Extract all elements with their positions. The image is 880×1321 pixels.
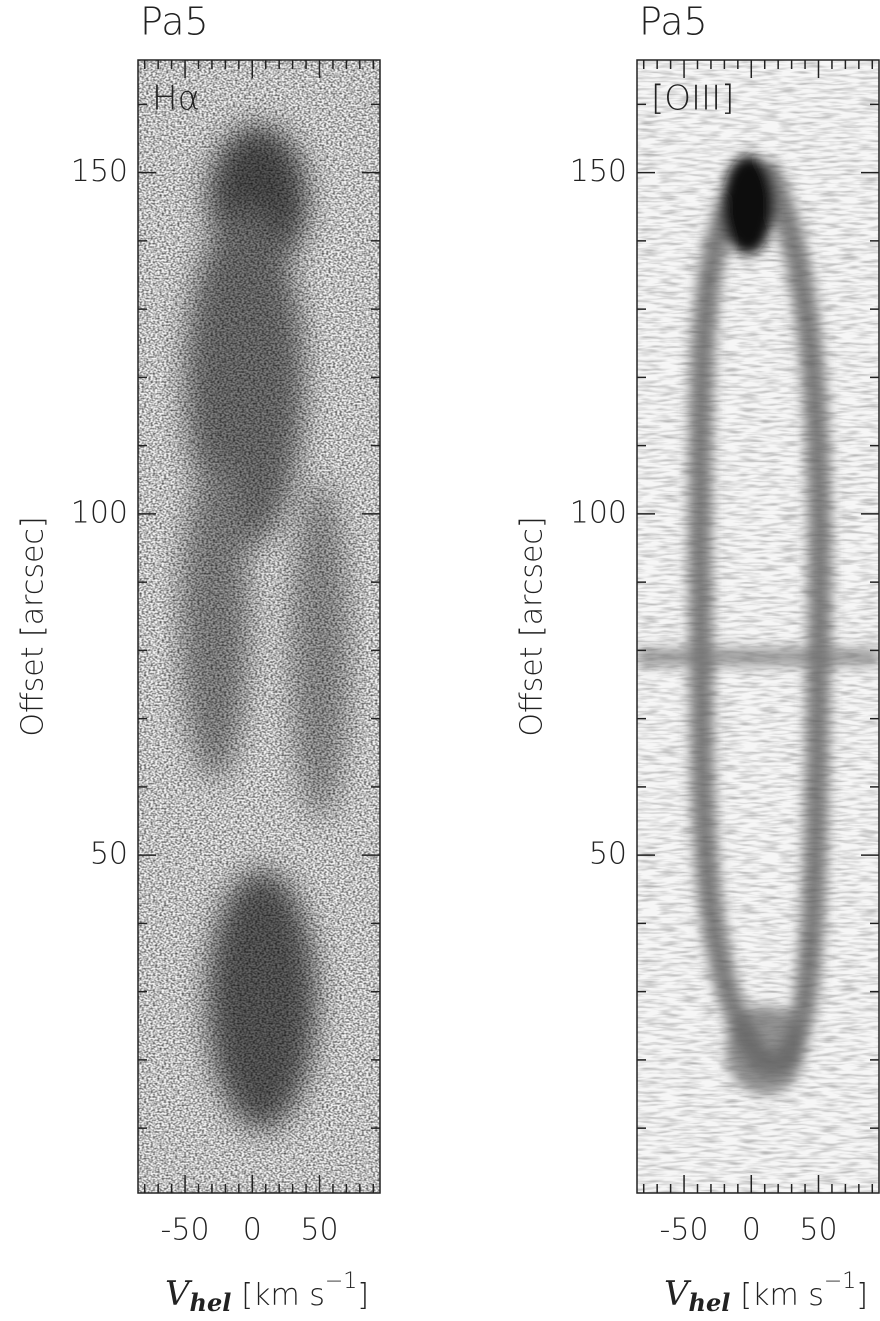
image-panel: [637, 60, 879, 1193]
chart-title: Pa5: [639, 0, 708, 44]
x-label-unit: [km s: [241, 1278, 324, 1313]
x-label-exponent: −1: [824, 1269, 856, 1294]
x-label-close: ]: [357, 1278, 369, 1313]
x-label-exponent: −1: [325, 1269, 357, 1294]
image-panel: [138, 60, 380, 1193]
y-tick-label: 100: [71, 495, 128, 530]
x-label-close: ]: [856, 1278, 868, 1313]
y-tick-label: 100: [570, 495, 627, 530]
x-tick-label: 0: [243, 1213, 262, 1248]
x-tick-label: -50: [161, 1213, 210, 1248]
y-axis-label: Offset [arcsec]: [16, 516, 51, 736]
annotation: [OIII]: [651, 79, 734, 119]
plot-frame: [636, 59, 880, 1194]
annotation: Hα: [152, 79, 200, 119]
x-label-symbol: V: [664, 1274, 692, 1314]
x-axis-label: Vhel [km s−1]: [664, 1269, 868, 1317]
x-tick-label: -50: [660, 1213, 709, 1248]
y-tick-label: 150: [71, 154, 128, 189]
x-tick-label: 0: [742, 1213, 761, 1248]
x-tick-label: 50: [799, 1213, 837, 1248]
plot-frame: [137, 59, 381, 1194]
x-label-unit: [km s: [740, 1278, 823, 1313]
x-label-symbol: V: [165, 1274, 193, 1314]
x-axis-label: Vhel [km s−1]: [165, 1269, 369, 1317]
y-tick-label: 150: [570, 154, 627, 189]
y-axis-label: Offset [arcsec]: [515, 516, 550, 736]
x-label-subscript: hel: [689, 1288, 731, 1317]
y-tick-label: 50: [589, 837, 627, 872]
chart-title: Pa5: [140, 0, 209, 44]
y-tick-label: 50: [90, 837, 128, 872]
x-label-subscript: hel: [190, 1288, 232, 1317]
x-tick-label: 50: [300, 1213, 338, 1248]
